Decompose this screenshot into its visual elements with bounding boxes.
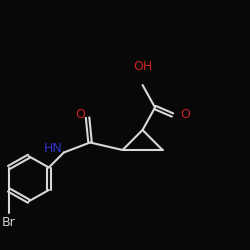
Text: O: O	[75, 108, 85, 122]
Text: Br: Br	[2, 216, 16, 229]
Text: OH: OH	[133, 60, 152, 72]
Text: O: O	[180, 108, 190, 122]
Text: HN: HN	[43, 142, 62, 155]
